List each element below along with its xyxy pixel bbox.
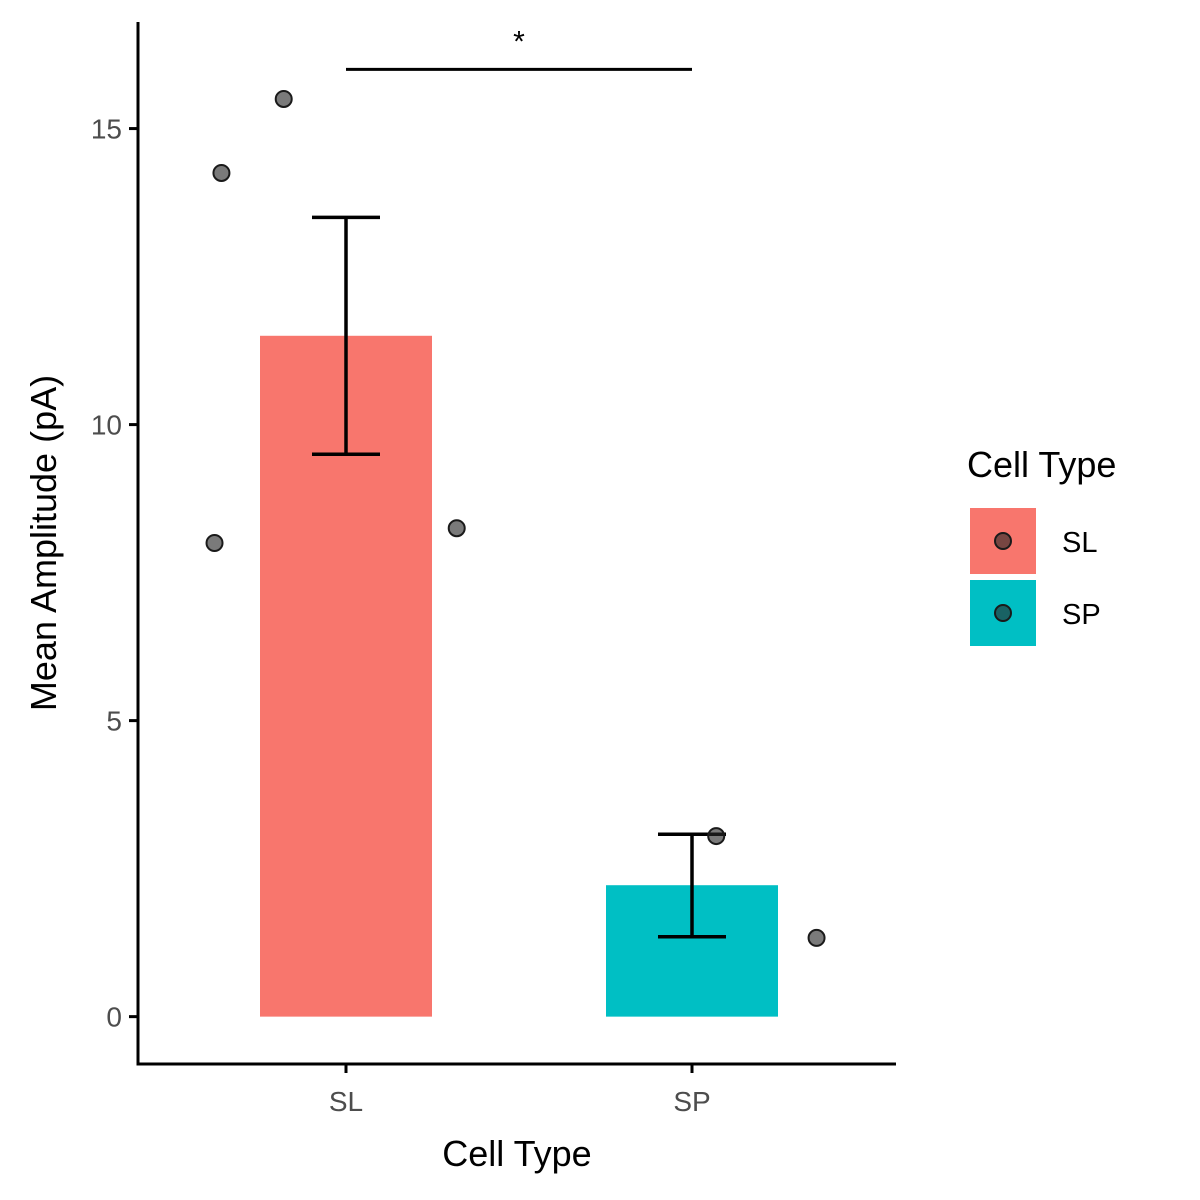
data-point-sl-3 — [274, 89, 293, 108]
legend: Cell Type SL SP — [967, 444, 1116, 646]
y-axis-title: Mean Amplitude (pA) — [23, 375, 64, 711]
legend-label-sl: SL — [1062, 527, 1097, 559]
data-point-sl-4 — [447, 519, 466, 538]
error-bar-sl — [312, 215, 380, 456]
y-axis-ticks: 0 5 10 15 — [91, 114, 138, 1033]
x-tick-label-sl: SL — [329, 1086, 363, 1117]
data-point-sl-2 — [212, 163, 231, 182]
data-point-sl-1 — [205, 534, 224, 552]
y-tick-label: 5 — [106, 706, 122, 737]
axes: 0 5 10 15 SL SP — [91, 22, 896, 1117]
legend-title: Cell Type — [967, 444, 1116, 485]
x-axis-ticks: SL SP — [329, 1064, 711, 1117]
significance-annotation: * — [346, 25, 692, 71]
x-axis-title: Cell Type — [442, 1133, 591, 1174]
data-point-sp-6 — [807, 928, 826, 947]
bars — [260, 335, 778, 1017]
legend-entry-sl: SL — [970, 508, 1097, 574]
significance-label: * — [513, 25, 525, 58]
y-tick-label: 0 — [106, 1002, 122, 1033]
legend-entries: SL SP — [970, 508, 1101, 646]
x-tick-label-sp: SP — [673, 1086, 710, 1117]
data-point-sp-5 — [707, 827, 726, 846]
legend-point-sl — [994, 532, 1012, 550]
legend-point-sp — [994, 604, 1012, 622]
error-bars — [312, 215, 726, 939]
plot-area: * — [205, 25, 826, 1017]
y-tick-label: 10 — [91, 410, 122, 441]
data-points — [205, 89, 826, 947]
legend-label-sp: SP — [1062, 599, 1101, 631]
y-tick-label: 15 — [91, 114, 122, 145]
legend-entry-sp: SP — [970, 580, 1101, 646]
